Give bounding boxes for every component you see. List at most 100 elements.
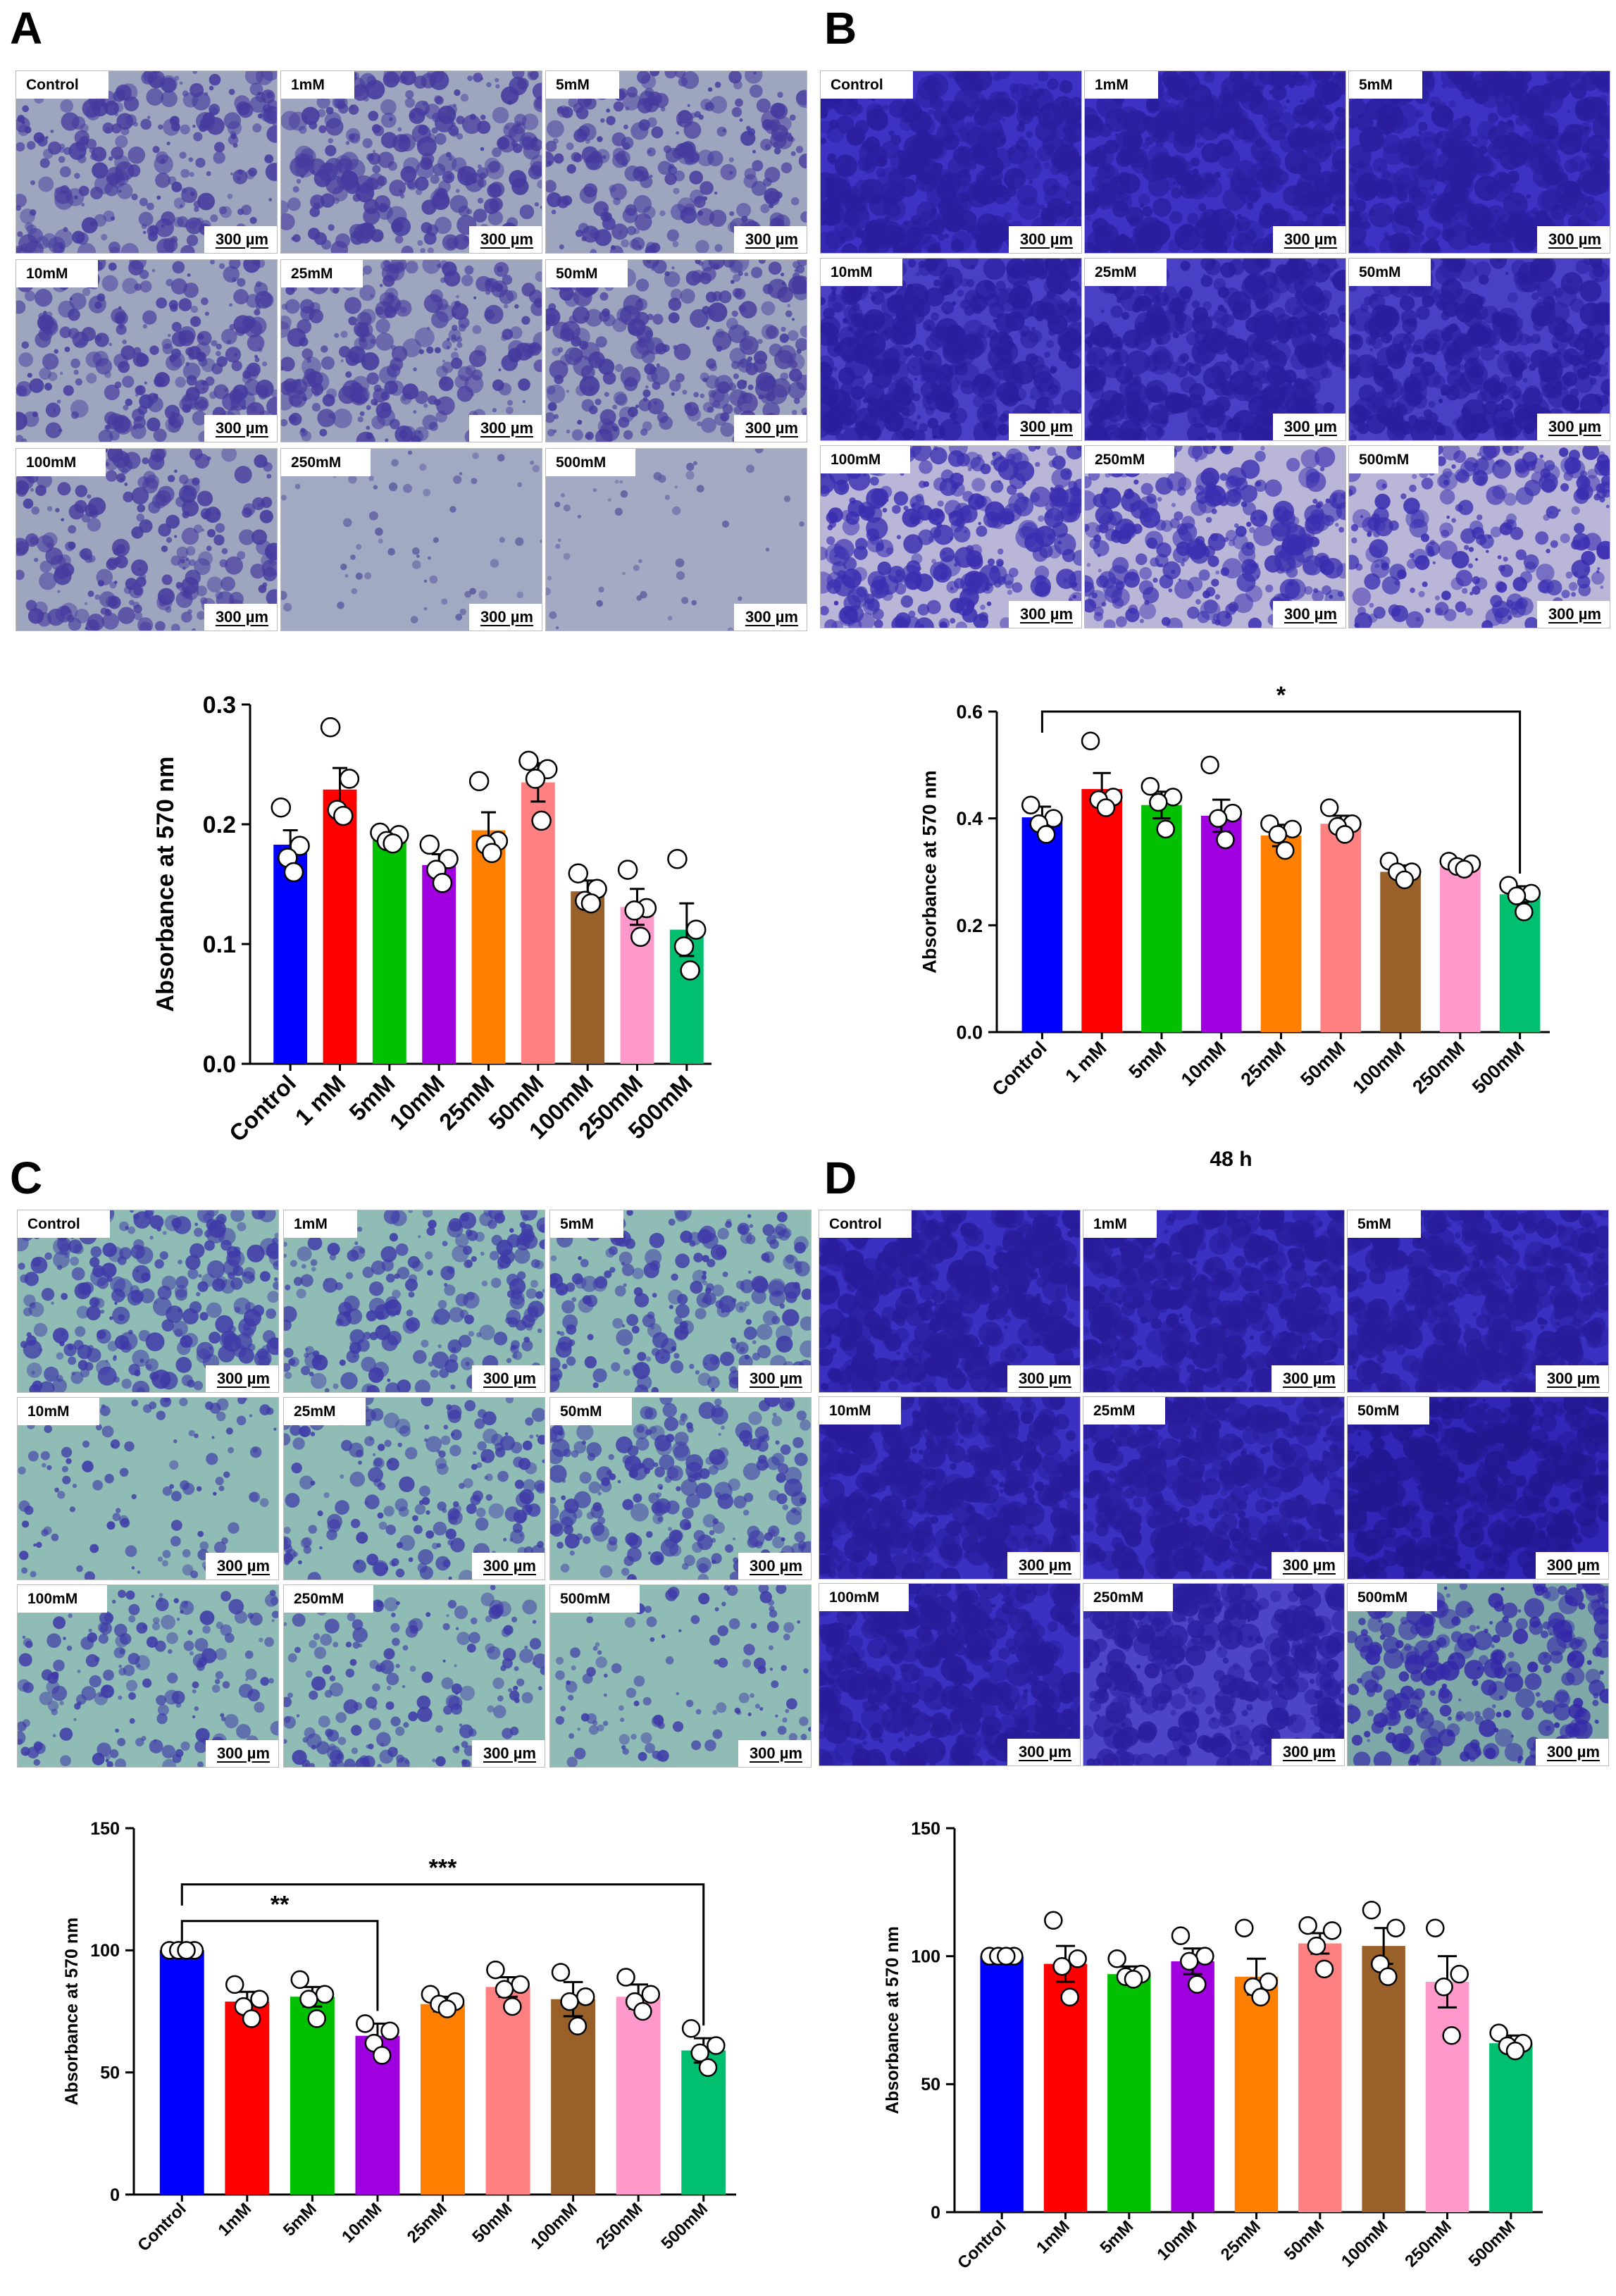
data-point <box>1156 819 1175 839</box>
micrograph-b-100mm: 100mM 300 µm <box>820 445 1082 628</box>
significance-label: * <box>1276 682 1286 709</box>
data-point <box>1314 1959 1334 1979</box>
category-label: Control <box>134 2199 189 2255</box>
stain-texture <box>821 71 1081 253</box>
micrograph-d-5mm: 5mM 300 µm <box>1347 1210 1609 1393</box>
scale-bar: 300 µm <box>738 1553 811 1580</box>
micrograph-label: 25mM <box>1085 259 1167 286</box>
data-point <box>1216 830 1235 850</box>
micrograph-c-25mm: 25mM 300 µm <box>283 1397 545 1580</box>
bar-1-mm <box>1081 788 1122 1032</box>
stain-texture <box>1083 1584 1344 1766</box>
y-axis-label: Absorbance at 570 nm <box>883 1926 902 2114</box>
data-point <box>1298 1916 1317 1935</box>
data-point <box>1362 1901 1381 1920</box>
data-point <box>568 863 589 883</box>
micrograph-a-10mm: 10mM 300 µm <box>15 259 278 442</box>
micrograph-label: 5mM <box>550 1210 623 1238</box>
micrograph-label: 250mM <box>1085 446 1175 473</box>
stain-texture <box>16 71 277 253</box>
data-point <box>616 1968 635 1987</box>
y-axis-label: Absorbance at 570 nm <box>152 757 179 1012</box>
stain-texture <box>821 446 1081 628</box>
scale-bar: 300 µm <box>1271 1552 1344 1579</box>
category-label: 25mM <box>1217 2217 1264 2264</box>
category-label: 250mM <box>592 2199 647 2254</box>
data-point <box>380 2021 399 2040</box>
data-point <box>1021 795 1040 814</box>
micrograph-label: 250mM <box>284 1585 374 1613</box>
stain-texture <box>555 1585 811 1767</box>
data-point <box>1149 793 1168 812</box>
data-point <box>250 1990 269 2009</box>
category-label: Control <box>954 2217 1009 2273</box>
data-point <box>1208 809 1228 828</box>
micrograph-a-5mm: 5mM 300 µm <box>545 70 807 254</box>
category-label: 100mM <box>1348 1037 1409 1098</box>
data-point <box>437 1999 457 2018</box>
micrograph-a-50mm: 50mM 300 µm <box>545 259 807 442</box>
micrograph-c-100mm: 100mM 300 µm <box>17 1584 279 1768</box>
data-point <box>271 797 292 818</box>
data-point <box>1505 2041 1525 2061</box>
data-point <box>685 919 707 940</box>
stain-texture <box>1348 1584 1608 1766</box>
micrograph-label: 25mM <box>284 1398 366 1425</box>
micrograph-b-250mm: 250mM 300 µm <box>1084 445 1346 628</box>
data-point <box>1507 886 1527 905</box>
y-tick-label: 50 <box>921 2075 940 2095</box>
stain-texture <box>284 1585 545 1767</box>
scale-bar: 300 µm <box>1536 601 1610 628</box>
category-label: 10mM <box>385 1069 449 1134</box>
y-tick-label: 50 <box>100 2063 120 2083</box>
y-tick-label: 100 <box>90 1941 120 1961</box>
micrograph-c-1mm: 1mM 300 µm <box>283 1210 545 1393</box>
category-label: 250mM <box>1408 1037 1469 1098</box>
stain-texture <box>1348 1397 1608 1579</box>
scale-bar: 300 µm <box>468 604 542 631</box>
micrograph-label: 50mM <box>1348 1397 1429 1425</box>
scale-bar: 300 µm <box>204 415 277 442</box>
data-point <box>1335 825 1355 844</box>
data-point <box>1044 1911 1063 1930</box>
scale-bar: 300 µm <box>1007 1552 1080 1579</box>
data-point <box>1426 1918 1445 1937</box>
significance-bracket <box>180 1883 705 2026</box>
scale-bar: 300 µm <box>205 1365 278 1392</box>
micrograph-label: 100mM <box>819 1584 909 1611</box>
data-point <box>698 2058 718 2077</box>
category-label: 25mM <box>404 2199 451 2247</box>
micrograph-label: 25mM <box>281 260 363 287</box>
data-point <box>1489 2023 1508 2042</box>
data-point <box>1379 1967 1398 1986</box>
data-point <box>290 836 310 856</box>
bar-5mm <box>1107 1974 1151 2212</box>
data-point <box>568 2016 588 2036</box>
scale-bar: 300 µm <box>738 1740 811 1767</box>
scale-bar: 300 µm <box>1272 601 1345 628</box>
micrograph-d-50mm: 50mM 300 µm <box>1347 1396 1609 1580</box>
bar-10mm <box>422 864 456 1064</box>
data-point <box>1251 1987 1270 2007</box>
micrograph-label: 50mM <box>546 260 628 287</box>
bar-250mm <box>1425 1982 1469 2212</box>
data-point <box>1455 860 1474 879</box>
data-point <box>690 2043 709 2063</box>
scale-bar: 300 µm <box>205 1553 278 1580</box>
micrograph-label: 25mM <box>1083 1397 1165 1425</box>
significance-bracket <box>1040 710 1522 874</box>
micrograph-a-25mm: 25mM 300 µm <box>280 259 542 442</box>
bar-5mm <box>290 1997 335 2195</box>
y-tick-label: 0 <box>110 2185 120 2205</box>
category-label: 10mM <box>1177 1037 1230 1090</box>
micrograph-label: 10mM <box>819 1397 901 1425</box>
scale-bar: 300 µm <box>1008 414 1081 440</box>
micrograph-label: 5mM <box>1349 71 1422 99</box>
micrograph-label: 500mM <box>1348 1584 1438 1611</box>
category-label: 50mM <box>468 2199 516 2247</box>
micrograph-label: 500mM <box>550 1585 640 1613</box>
stain-texture <box>546 71 807 253</box>
data-point <box>624 900 645 921</box>
bar-1-mm <box>323 789 357 1064</box>
